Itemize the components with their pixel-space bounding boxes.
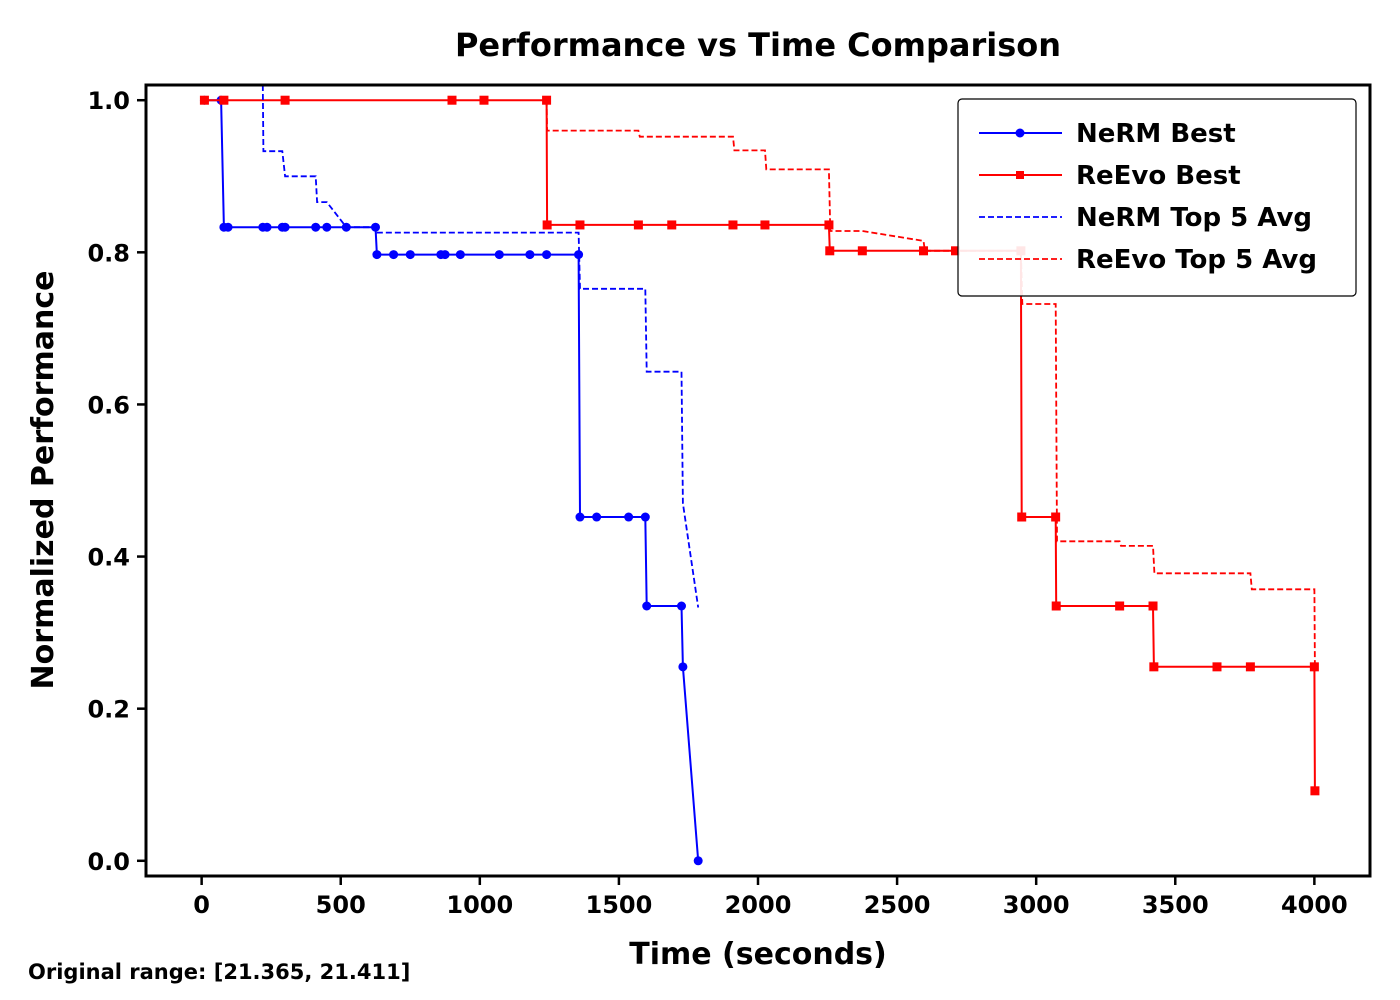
chart-title: Performance vs Time Comparison <box>455 26 1061 64</box>
nerm-best-point <box>574 250 584 260</box>
nerm-best-point <box>280 222 290 232</box>
reevo-best-point <box>825 246 835 256</box>
reevo-best-point <box>1310 786 1320 796</box>
legend-label-nerm-best: NeRM Best <box>1076 119 1236 149</box>
nerm-best-line <box>204 99 700 861</box>
reevo-best-point <box>447 95 457 105</box>
series-layer <box>199 85 1320 866</box>
legend-marker-reevo-best <box>1016 171 1024 179</box>
reevo-best-point <box>199 95 209 105</box>
reevo-best-point <box>479 95 489 105</box>
nerm-best-point <box>223 222 233 232</box>
x-tick-label: 2500 <box>864 891 931 919</box>
reevo-best-line <box>204 99 1316 791</box>
nerm-best-point <box>542 250 552 260</box>
nerm-top-5-avg-line <box>261 85 700 608</box>
legend-marker-nerm-best <box>1015 128 1025 138</box>
x-tick-label: 1500 <box>586 891 653 919</box>
nerm-best-point <box>405 250 415 260</box>
nerm-best-point <box>575 512 585 522</box>
nerm-best-point <box>440 250 450 260</box>
reevo-best-point <box>1148 601 1158 611</box>
legend-label-nerm-top-5-avg: NeRM Top 5 Avg <box>1076 203 1312 233</box>
legend-label-reevo-top-5-avg: ReEvo Top 5 Avg <box>1076 245 1317 275</box>
y-axis-label: Normalized Performance <box>26 271 61 690</box>
reevo-best-point <box>760 220 770 230</box>
reevo-best-point <box>728 220 738 230</box>
x-tick-label: 0 <box>193 891 210 919</box>
reevo-best-point <box>857 246 867 256</box>
legend-box <box>957 98 1357 297</box>
footnote: Original range: [21.365, 21.411] <box>28 960 411 984</box>
y-tick-label: 0.8 <box>87 239 130 267</box>
nerm-best-point <box>592 512 602 522</box>
reevo-best-point <box>542 220 552 230</box>
nerm-best-point <box>642 601 652 611</box>
nerm-best-point <box>677 601 686 611</box>
legend: NeRM Best ReEvo Best NeRM Top 5 Avg ReEvo T… <box>957 98 1357 297</box>
x-axis-label: Time (seconds) <box>629 937 887 972</box>
reevo-best-point <box>575 220 585 230</box>
x-tick-label: 3000 <box>1003 891 1070 919</box>
reevo-top-5-avg-line <box>545 100 1316 667</box>
nerm-best-point <box>678 662 688 672</box>
reevo-best-point <box>667 220 677 230</box>
reevo-best-point <box>824 220 834 230</box>
y-tick-label: 0.6 <box>87 391 130 419</box>
axes-layer: 0 500 1000 1500 2000 2500 3000 3500 4000 0.0 0.2 0.… <box>87 83 1372 919</box>
reevo-best-point <box>1212 662 1222 672</box>
nerm-best-point <box>640 512 650 522</box>
nerm-best-point <box>494 250 504 260</box>
x-tick-label: 500 <box>316 891 366 919</box>
reevo-best-point <box>919 246 929 256</box>
reevo-best-point <box>633 220 643 230</box>
y-tick-label: 0.0 <box>87 848 130 876</box>
y-tick-label: 1.0 <box>87 87 130 115</box>
x-tick-label: 3500 <box>1142 891 1209 919</box>
nerm-best-point <box>311 222 321 232</box>
reevo-best-point <box>219 95 229 105</box>
reevo-best-point <box>1115 601 1125 611</box>
nerm-best-point <box>693 856 703 866</box>
nerm-best-point <box>389 250 399 260</box>
x-tick-label: 4000 <box>1281 891 1348 919</box>
nerm-best-point <box>372 250 382 260</box>
reevo-best-point <box>1245 662 1255 672</box>
reevo-best-point <box>1051 512 1061 522</box>
reevo-best-point <box>1051 601 1061 611</box>
x-tick-label: 2000 <box>725 891 792 919</box>
reevo-best-point <box>1149 662 1159 672</box>
nerm-best-point <box>322 222 332 232</box>
nerm-best-point <box>624 512 634 522</box>
nerm-best-point <box>525 250 535 260</box>
y-tick-label: 0.2 <box>87 696 130 724</box>
reevo-best-point <box>280 95 290 105</box>
x-tick-label: 1000 <box>446 891 513 919</box>
nerm-best-point <box>455 250 465 260</box>
nerm-best-point <box>262 222 272 232</box>
legend-label-reevo-best: ReEvo Best <box>1076 161 1241 191</box>
reevo-best-point <box>1309 662 1319 672</box>
reevo-best-point <box>1017 512 1027 522</box>
y-tick-label: 0.4 <box>87 544 130 572</box>
